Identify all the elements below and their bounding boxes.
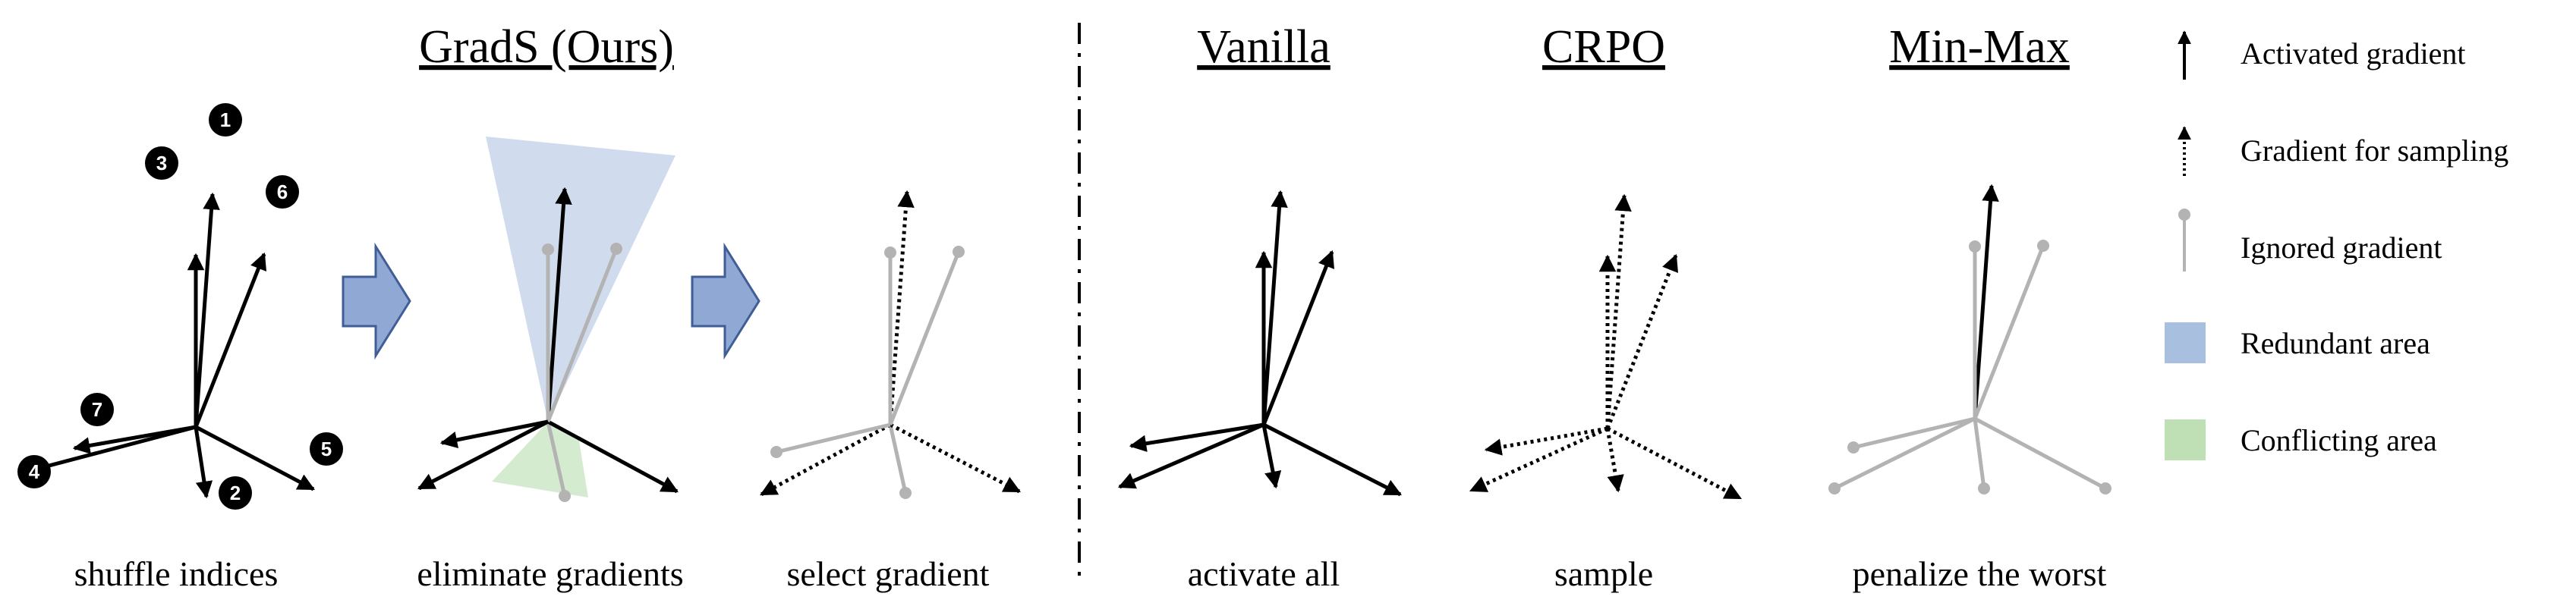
gradient-5-activated: [546, 419, 679, 494]
gradient-1-activated: [1973, 184, 1999, 419]
svg-text:4: 4: [29, 460, 40, 483]
select-gradient-panel: [760, 190, 1021, 499]
gradient-4-ignored: [1833, 416, 1976, 491]
gradient-4-activated: [417, 419, 550, 491]
gradient-5-ignored: [1973, 416, 2107, 491]
redundant-swatch: [2165, 322, 2206, 363]
vanilla-caption: activate all: [1188, 554, 1340, 593]
gradient-6-ignored: [1973, 245, 2045, 419]
gradient-6-end-dot: [953, 246, 965, 258]
gradient-2-ignored: [1973, 418, 1986, 489]
gradient-6-sampling: [1605, 253, 1679, 429]
gradient-4-end-dot: [1828, 482, 1841, 494]
gradient-7-end-dot: [770, 446, 783, 458]
gradient-7-end-dot: [1847, 441, 1860, 454]
conflicting-area: [492, 422, 588, 498]
gradient-2-sampling: [1605, 428, 1624, 493]
index-badge-5: 5: [310, 432, 343, 466]
gradient-6-ignored: [888, 251, 961, 425]
index-badge-3: 3: [145, 146, 178, 180]
index-badges: 1 2 3 4 5 6 7: [17, 103, 343, 510]
gradient-6-activated: [1261, 250, 1335, 425]
process-arrow-2: [691, 242, 761, 360]
gradient-2-end-dot: [559, 490, 571, 502]
grads-title: GradS (Ours): [419, 21, 674, 73]
conflicting-swatch: [2165, 419, 2206, 460]
gradient-2-end-dot: [899, 487, 912, 499]
svg-text:2: 2: [230, 482, 241, 504]
gradient-7-ignored: [1853, 416, 1976, 450]
svg-text:Redundant area: Redundant area: [2241, 326, 2430, 360]
legend-ignored: Ignored gradient: [2178, 209, 2442, 272]
gradient-5-end-dot: [2099, 482, 2112, 494]
gradient-5-activated: [194, 425, 315, 491]
gradient-7-sampling: [1484, 426, 1608, 456]
gradient-4-activated: [1117, 422, 1264, 489]
gradient-3-end-dot: [542, 243, 554, 256]
gradient-6-activated: [194, 252, 267, 428]
svg-text:7: 7: [92, 398, 102, 421]
gradient-6-ignored: [546, 248, 619, 422]
svg-text:Gradient for sampling: Gradient for sampling: [2241, 133, 2508, 168]
eliminate-caption: eliminate gradients: [417, 554, 683, 593]
index-badge-1: 1: [209, 103, 242, 137]
svg-text:5: 5: [321, 438, 332, 460]
gradient-7-activated: [1129, 422, 1264, 452]
svg-text:Conflicting area: Conflicting area: [2241, 423, 2437, 457]
legend-redundant: Redundant area: [2165, 322, 2430, 363]
vanilla-panel: [1117, 190, 1403, 497]
gradient-2-ignored: [888, 424, 908, 494]
crpo-title: CRPO: [1542, 21, 1665, 73]
crpo-caption: sample: [1554, 554, 1653, 593]
svg-text:6: 6: [277, 181, 288, 203]
gradient-2-end-dot: [1978, 482, 1990, 494]
legend-activated: Activated gradient: [2178, 30, 2466, 80]
select-caption: select gradient: [787, 554, 990, 593]
shuffle-caption: shuffle indices: [74, 554, 279, 593]
gradient-5-activated: [1262, 422, 1403, 497]
gradient-4-activated: [27, 425, 197, 476]
legend: Activated gradient Gradient for sampling…: [2165, 30, 2508, 460]
legend-conflicting: Conflicting area: [2165, 419, 2437, 460]
shuffle-indices-panel: [27, 192, 315, 499]
min-max-title: Min-Max: [1889, 21, 2070, 73]
index-badge-2: 2: [219, 476, 252, 510]
gradient-6-end-dot: [2037, 240, 2049, 252]
index-badge-4: 4: [17, 455, 51, 488]
svg-text:1: 1: [220, 108, 231, 131]
gradient-1-sampling: [888, 190, 915, 425]
vanilla-title: Vanilla: [1197, 21, 1331, 73]
gradient-5-sampling: [1606, 426, 1742, 501]
svg-text:3: 3: [156, 152, 167, 174]
gradient-1-sampling: [1605, 193, 1632, 429]
gradient-3-end-dot: [884, 246, 896, 259]
process-arrow-1: [342, 242, 411, 360]
gradient-5-sampling: [889, 422, 1021, 494]
gradient-2-activated: [194, 426, 213, 499]
gradient-6-end-dot: [610, 243, 622, 255]
svg-text:Activated gradient: Activated gradient: [2241, 36, 2466, 71]
eliminate-gradients-panel: [417, 187, 679, 502]
redundant-area: [486, 137, 675, 422]
gradient-1-activated: [546, 187, 572, 422]
svg-text:Ignored gradient: Ignored gradient: [2241, 231, 2442, 265]
index-badge-6: 6: [266, 175, 299, 209]
gradient-1-activated: [194, 192, 220, 428]
legend-sampling: Gradient for sampling: [2178, 126, 2508, 176]
gradient-7-ignored: [776, 422, 891, 454]
gradient-4-sampling: [760, 422, 892, 497]
min-max-caption: penalize the worst: [1853, 554, 2107, 593]
gradient-7-activated: [439, 419, 549, 449]
crpo-panel: [1469, 193, 1742, 501]
gradient-2-activated: [1261, 424, 1282, 489]
gradient-7-activated: [72, 425, 197, 454]
min-max-panel: [1828, 184, 2112, 494]
index-badge-7: 7: [80, 393, 114, 426]
gradient-2-ignored: [546, 421, 567, 497]
gradient-4-sampling: [1469, 426, 1609, 493]
gradient-1-activated: [1261, 190, 1288, 425]
gradient-3-end-dot: [1969, 240, 1981, 253]
